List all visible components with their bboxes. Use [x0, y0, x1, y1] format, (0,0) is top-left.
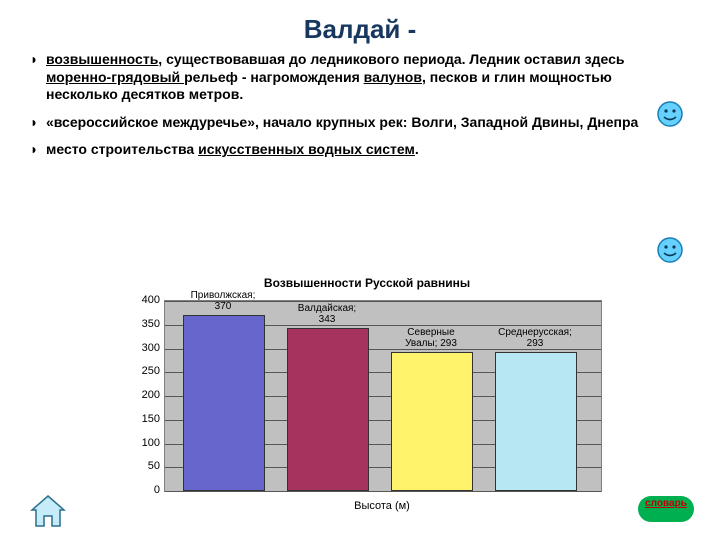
chart-ytick: 400	[130, 294, 160, 306]
chart-ytick: 250	[130, 365, 160, 377]
home-button[interactable]	[28, 494, 68, 530]
chart-bar	[495, 352, 577, 491]
smiley-icon[interactable]	[656, 236, 684, 264]
bullet-3: место строительства искусственных водных…	[30, 141, 684, 159]
bullet-2: «всероссийское междуречье», начало крупн…	[30, 114, 684, 132]
chart-xaxis-label: Высота (м)	[164, 500, 600, 512]
chart-bar-label: Среднерусская;293	[488, 327, 582, 349]
chart-ytick: 350	[130, 318, 160, 330]
chart-ytick: 300	[130, 342, 160, 354]
chart-title: Возвышенности Русской равнины	[122, 276, 612, 290]
chart-ytick: 0	[130, 484, 160, 496]
term-morenno: моренно-грядовый	[46, 69, 184, 85]
chart-ytick: 100	[130, 437, 160, 449]
chart-bar	[391, 352, 473, 491]
chart-ytick: 200	[130, 389, 160, 401]
chart-bar-label: Приволжская;370	[176, 290, 270, 312]
chart-bar	[287, 328, 369, 491]
chart-ytick: 50	[130, 460, 160, 472]
chart-bar-label: Валдайская;343	[280, 303, 374, 325]
dictionary-button[interactable]: словарь	[638, 496, 694, 522]
page-title: Валдай -	[0, 14, 720, 45]
chart-container: Возвышенности Русской равнины 0 50 100 150 2…	[122, 272, 612, 526]
body-text: возвышенность, существовавшая до леднико…	[30, 51, 684, 159]
chart-ytick: 150	[130, 413, 160, 425]
term-systems: искусственных водных систем	[198, 141, 415, 157]
dictionary-label: словарь	[645, 498, 687, 509]
chart-bar-label: СеверныеУвалы; 293	[384, 327, 478, 349]
home-icon	[28, 494, 68, 530]
term-vozvyshennost: возвышенность	[46, 51, 158, 67]
chart-bar	[183, 315, 265, 491]
bullet-1: возвышенность, существовавшая до леднико…	[30, 51, 684, 104]
term-valunov: валунов	[364, 69, 422, 85]
smiley-icon[interactable]	[656, 100, 684, 128]
